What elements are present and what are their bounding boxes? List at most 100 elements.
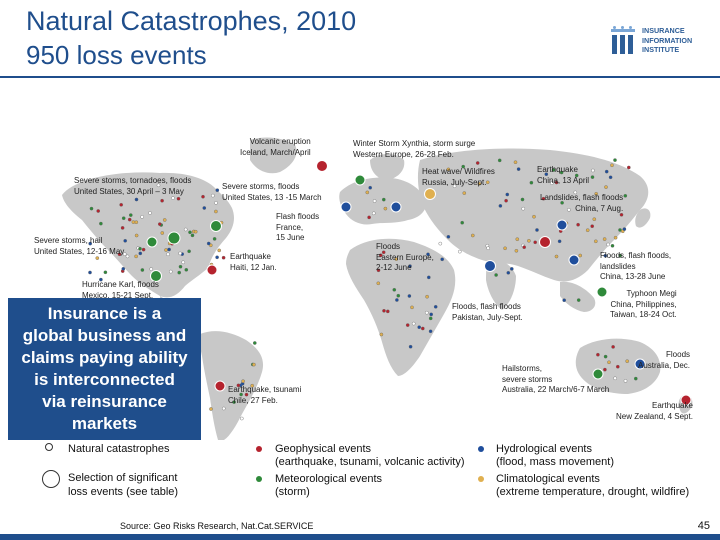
event-dot [160, 198, 164, 203]
event-dot [428, 316, 433, 321]
event-dot [607, 360, 611, 365]
event-dot [232, 400, 236, 404]
event-dot [407, 294, 412, 298]
marker-heatwave [424, 188, 436, 200]
event-dot [603, 253, 608, 258]
event-dot [131, 220, 136, 224]
marker-quake-chile [214, 380, 226, 392]
event-dot [171, 196, 175, 200]
event-dot [95, 256, 100, 260]
page-subtitle: 950 loss events [26, 40, 207, 70]
event-dot [446, 167, 451, 172]
event-dot [429, 312, 434, 317]
event-dot [623, 194, 628, 198]
event-dot [162, 218, 167, 222]
event-dot [529, 180, 534, 185]
event-dot [574, 173, 579, 178]
event-dot [241, 379, 245, 384]
event-dot [176, 196, 181, 201]
event-dot [590, 224, 595, 228]
event-dot [221, 406, 226, 411]
annotation-storms-us2: Severe storms, floods United States, 13 … [222, 182, 322, 202]
event-dot [433, 304, 438, 309]
annotation-landslides-china: Landslides, flash floods China, 7 Aug. [540, 193, 624, 213]
event-dot [127, 217, 132, 222]
southeast-asia-shape [560, 281, 596, 312]
marker-hail-us [146, 236, 158, 248]
event-dot [408, 344, 413, 349]
annotation-megi: Typhoon Megi China, Philippines, Taiwan,… [610, 289, 677, 319]
event-dot [378, 253, 383, 258]
event-dot [559, 170, 564, 175]
event-dot [187, 249, 191, 254]
annotation-quake-haiti: Earthquake Haiti, 12 Jan. [230, 252, 277, 272]
event-dot [88, 241, 92, 246]
annotation-flash-france: Flash floods France, 15 June [276, 212, 320, 242]
event-dot [610, 243, 615, 248]
event-dot [396, 293, 401, 298]
event-dot [604, 169, 609, 174]
event-dot [141, 247, 146, 252]
legend-meteorological-desc: (storm) [275, 486, 310, 498]
legend-hydrological-desc: (flood, mass movement) [496, 456, 614, 468]
event-dot [212, 237, 217, 241]
event-dot [603, 367, 607, 372]
event-dot [590, 175, 595, 179]
annotation-hail-us: Severe storms, hail United States, 12-16… [34, 236, 125, 256]
event-dot [610, 163, 614, 168]
legend-climatological-desc: (extreme temperature, drought, wildfire) [496, 486, 690, 498]
event-dot [134, 254, 138, 259]
event-dot [503, 246, 507, 251]
event-dot [452, 184, 457, 188]
event-dot [138, 246, 142, 251]
event-dot [522, 245, 527, 249]
event-dot [606, 242, 610, 247]
event-dot [372, 199, 377, 203]
event-dot [544, 172, 549, 176]
event-dot [117, 252, 122, 257]
event-dot [462, 191, 467, 195]
event-dot [576, 222, 580, 227]
event-dot [365, 190, 370, 195]
event-dot [477, 182, 482, 186]
event-dots [88, 158, 638, 421]
event-dot [120, 226, 125, 230]
legend-meteorological-title: Meteorological events [275, 473, 383, 485]
event-dot [608, 175, 613, 180]
asia-shape [417, 148, 649, 282]
event-dot [424, 310, 429, 315]
event-dot [486, 246, 490, 250]
event-dot [190, 233, 195, 238]
event-dot [215, 188, 220, 192]
event-dot [440, 257, 445, 262]
legend-small-circle-icon [45, 443, 53, 451]
event-dot [497, 158, 502, 163]
annotation-hail-aus: Hailstorms, severe storms Australia, 22 … [502, 364, 610, 394]
event-dot [193, 229, 198, 234]
iii-logo: INSURANCE INFORMATION INSTITUTE [611, 24, 711, 60]
greenland-shape [250, 137, 297, 174]
event-dot [157, 222, 162, 226]
event-dot [611, 345, 615, 349]
event-dot [201, 194, 205, 199]
event-dot [164, 248, 168, 252]
hydrological-dot-icon [478, 446, 484, 452]
event-dot [513, 160, 518, 165]
event-dot [470, 233, 475, 238]
annotation-floods-eeurope: Floods Eastern Europe, 2-12 June [376, 242, 434, 272]
event-dot [514, 248, 519, 253]
event-dot [250, 383, 254, 388]
annotation-quake-nz: Earthquake New Zealand, 4 Sept. [616, 401, 693, 421]
event-dot [167, 247, 171, 252]
event-dot [619, 213, 624, 217]
event-dot [215, 255, 219, 260]
legend-geophysical-desc: (earthquake, tsunami, volcanic activity) [275, 456, 465, 468]
event-dot [505, 192, 510, 197]
event-dot [119, 203, 123, 207]
south-america-shape [199, 331, 264, 440]
scandinavia-shape [370, 154, 405, 180]
event-dot [376, 268, 381, 273]
marker-landslides-china [556, 219, 568, 231]
event-dot [562, 298, 567, 302]
marker-pakistan [484, 260, 496, 272]
